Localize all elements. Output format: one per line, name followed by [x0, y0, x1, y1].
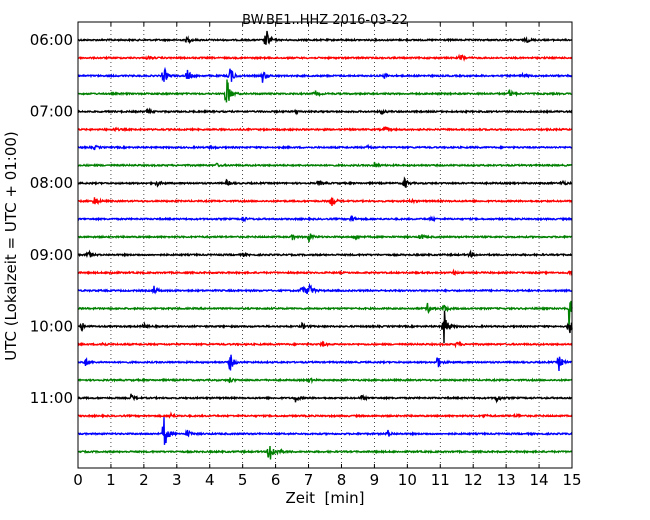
y-axis-label: UTC (Lokalzeit = UTC + 01:00) [2, 131, 20, 361]
vertical-grid [110, 22, 540, 468]
trace-line-06:00 [77, 30, 573, 45]
trace-group [77, 30, 573, 460]
trace-line-06:15 [77, 53, 573, 62]
chart-title: BW.BE1..HHZ 2016-03-22 [242, 13, 408, 28]
trace-line-07:45 [77, 161, 573, 169]
trace-line-09:30 [77, 282, 573, 295]
x-tick-label: 3 [172, 471, 182, 489]
trace-line-09:15 [77, 268, 573, 277]
x-tick-label: 0 [73, 471, 83, 489]
y-tick-label: 10:00 [30, 317, 73, 335]
x-tick-label: 13 [497, 471, 516, 489]
x-tick-label: 9 [370, 471, 380, 489]
plot-frame [77, 21, 573, 469]
trace-line-07:00 [77, 107, 573, 116]
trace-line-09:00 [77, 249, 573, 259]
trace-line-10:00 [77, 310, 573, 344]
trace-line-10:45 [77, 377, 573, 385]
trace-line-07:30 [77, 143, 573, 151]
x-tick-label: 5 [238, 471, 248, 489]
x-axis-label: Zeit [min] [285, 489, 364, 507]
y-tick-label: 07:00 [30, 103, 73, 121]
x-tick-label: 8 [337, 471, 347, 489]
x-tick-label: 6 [271, 471, 281, 489]
x-tick-label: 4 [205, 471, 215, 489]
y-tick-label: 06:00 [30, 31, 73, 49]
trace-line-09:45 [77, 300, 573, 328]
x-tick-label: 15 [562, 471, 581, 489]
x-tick-label: 7 [304, 471, 314, 489]
trace-line-06:45 [77, 79, 573, 103]
trace-line-06:30 [77, 66, 573, 83]
x-tick-label: 11 [431, 471, 450, 489]
trace-line-10:30 [77, 354, 573, 372]
y-tick-label: 08:00 [30, 174, 73, 192]
trace-line-08:15 [77, 196, 573, 207]
trace-line-10:15 [77, 340, 573, 349]
trace-line-08:30 [77, 215, 573, 223]
y-axis-ticks: 06:00 07:00 08:00 09:00 10:00 11:00 [30, 31, 572, 407]
y-tick-label: 09:00 [30, 246, 73, 264]
trace-line-11:15 [77, 411, 573, 419]
trace-line-11:45 [77, 445, 573, 460]
x-tick-label: 14 [530, 471, 549, 489]
trace-line-11:00 [77, 393, 573, 404]
x-tick-label: 1 [106, 471, 116, 489]
x-tick-label: 10 [398, 471, 417, 489]
x-tick-label: 2 [139, 471, 149, 489]
x-tick-label: 12 [464, 471, 483, 489]
trace-line-08:45 [77, 233, 573, 243]
y-tick-label: 11:00 [30, 389, 73, 407]
trace-line-08:00 [77, 176, 573, 188]
x-axis-ticks: 0 1 2 3 4 5 6 7 8 9 10 11 12 13 14 15 [73, 22, 582, 489]
trace-line-07:15 [77, 125, 573, 133]
trace-line-11:30 [77, 417, 573, 445]
